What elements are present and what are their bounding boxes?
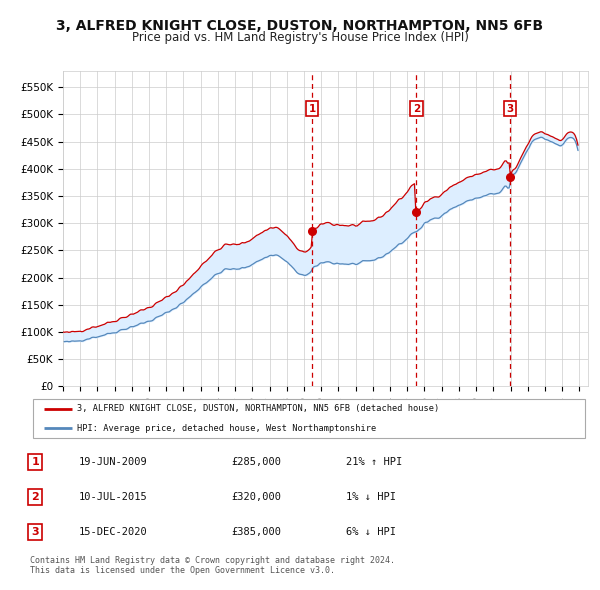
Text: 6% ↓ HPI: 6% ↓ HPI [346, 527, 397, 537]
Text: Contains HM Land Registry data © Crown copyright and database right 2024.
This d: Contains HM Land Registry data © Crown c… [30, 556, 395, 575]
Text: 10-JUL-2015: 10-JUL-2015 [79, 492, 147, 502]
Text: £285,000: £285,000 [231, 457, 281, 467]
Text: 1% ↓ HPI: 1% ↓ HPI [346, 492, 397, 502]
Text: Price paid vs. HM Land Registry's House Price Index (HPI): Price paid vs. HM Land Registry's House … [131, 31, 469, 44]
FancyBboxPatch shape [33, 399, 585, 438]
Text: 3: 3 [31, 527, 39, 537]
Text: 3, ALFRED KNIGHT CLOSE, DUSTON, NORTHAMPTON, NN5 6FB (detached house): 3, ALFRED KNIGHT CLOSE, DUSTON, NORTHAMP… [77, 404, 440, 413]
Text: 3, ALFRED KNIGHT CLOSE, DUSTON, NORTHAMPTON, NN5 6FB: 3, ALFRED KNIGHT CLOSE, DUSTON, NORTHAMP… [56, 19, 544, 33]
Text: HPI: Average price, detached house, West Northamptonshire: HPI: Average price, detached house, West… [77, 424, 377, 432]
Text: 15-DEC-2020: 15-DEC-2020 [79, 527, 147, 537]
Text: £385,000: £385,000 [231, 527, 281, 537]
Text: 2: 2 [413, 104, 420, 114]
Text: 1: 1 [308, 104, 316, 114]
Text: 19-JUN-2009: 19-JUN-2009 [79, 457, 147, 467]
Text: £320,000: £320,000 [231, 492, 281, 502]
Text: 2: 2 [31, 492, 39, 502]
Text: 21% ↑ HPI: 21% ↑ HPI [346, 457, 403, 467]
Text: 3: 3 [506, 104, 514, 114]
Text: 1: 1 [31, 457, 39, 467]
